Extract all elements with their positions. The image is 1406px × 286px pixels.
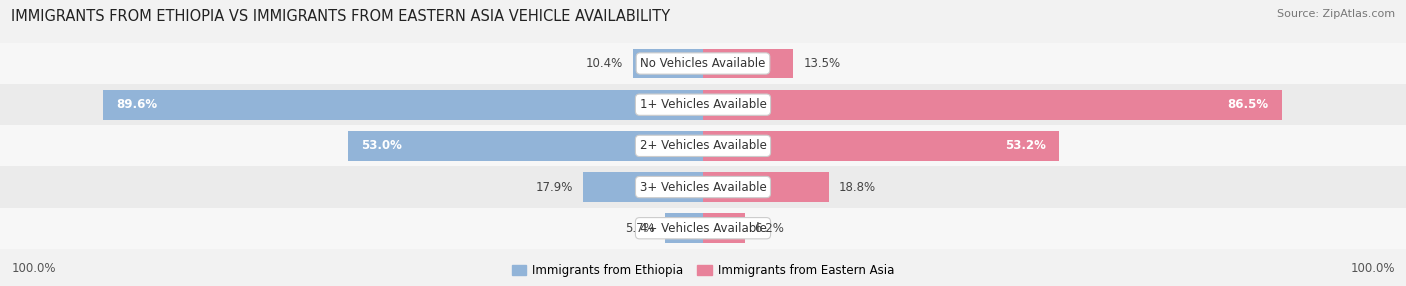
Bar	[703, 49, 793, 78]
Bar	[703, 172, 830, 202]
Text: 86.5%: 86.5%	[1227, 98, 1268, 111]
Bar	[665, 213, 703, 243]
Text: 89.6%: 89.6%	[117, 98, 157, 111]
Bar	[0, 208, 1406, 249]
Text: 1+ Vehicles Available: 1+ Vehicles Available	[640, 98, 766, 111]
Text: 18.8%: 18.8%	[839, 180, 876, 194]
Text: 100.0%: 100.0%	[1350, 262, 1395, 275]
Legend: Immigrants from Ethiopia, Immigrants from Eastern Asia: Immigrants from Ethiopia, Immigrants fro…	[512, 264, 894, 277]
Bar	[703, 131, 1059, 161]
Bar	[703, 213, 745, 243]
Bar	[0, 43, 1406, 84]
Text: 3+ Vehicles Available: 3+ Vehicles Available	[640, 180, 766, 194]
Text: 53.0%: 53.0%	[361, 139, 402, 152]
Text: 10.4%: 10.4%	[586, 57, 623, 70]
Text: 4+ Vehicles Available: 4+ Vehicles Available	[640, 222, 766, 235]
Text: 17.9%: 17.9%	[536, 180, 574, 194]
Bar	[0, 125, 1406, 166]
Bar	[349, 131, 703, 161]
Bar	[703, 90, 1282, 120]
Bar	[633, 49, 703, 78]
Text: 6.2%: 6.2%	[755, 222, 785, 235]
Bar	[583, 172, 703, 202]
Text: 5.7%: 5.7%	[626, 222, 655, 235]
Text: IMMIGRANTS FROM ETHIOPIA VS IMMIGRANTS FROM EASTERN ASIA VEHICLE AVAILABILITY: IMMIGRANTS FROM ETHIOPIA VS IMMIGRANTS F…	[11, 9, 671, 23]
Text: Source: ZipAtlas.com: Source: ZipAtlas.com	[1277, 9, 1395, 19]
Bar	[103, 90, 703, 120]
Bar	[0, 166, 1406, 208]
Text: 100.0%: 100.0%	[11, 262, 56, 275]
Bar	[0, 84, 1406, 125]
Text: 53.2%: 53.2%	[1005, 139, 1046, 152]
Text: 2+ Vehicles Available: 2+ Vehicles Available	[640, 139, 766, 152]
Text: 13.5%: 13.5%	[803, 57, 841, 70]
Text: No Vehicles Available: No Vehicles Available	[640, 57, 766, 70]
